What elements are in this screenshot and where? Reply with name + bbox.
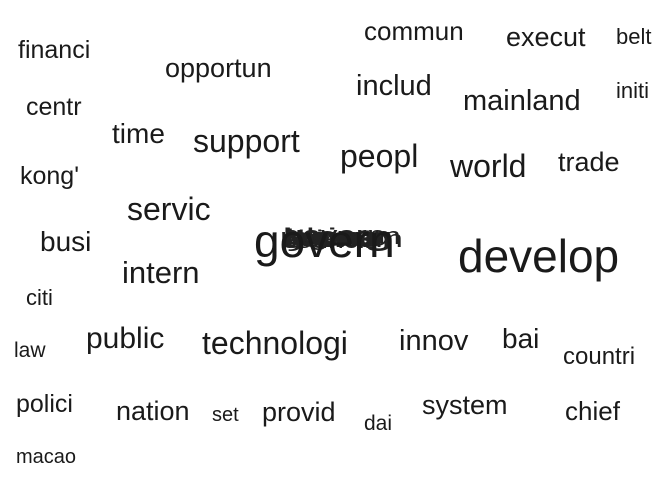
overlap-word: chines xyxy=(281,226,377,253)
word-countri: countri xyxy=(563,343,636,370)
word-dai: dai xyxy=(364,412,393,435)
word-mainland: mainland xyxy=(463,85,581,117)
word-nation: nation xyxy=(116,396,190,426)
overlap-word: region xyxy=(280,224,373,251)
overlap-word: econom xyxy=(285,226,403,253)
word-execut: execut xyxy=(506,22,586,52)
word-system: system xyxy=(422,390,508,420)
word-citi: citi xyxy=(26,285,53,310)
overlap-word: hong xyxy=(282,224,394,251)
word-centr: centr xyxy=(26,93,82,121)
overlap-word: year xyxy=(287,225,385,252)
overlapping-word-cluster: hong kong chines china econom econom region yea… xyxy=(280,222,403,254)
word-set: set xyxy=(212,404,239,426)
overlap-word: china xyxy=(286,224,382,251)
word-innov: innov xyxy=(399,325,469,357)
word-world: world xyxy=(450,148,527,184)
word-financi: financi xyxy=(18,36,91,64)
word-support: support xyxy=(193,123,300,159)
word-peopl: peopl xyxy=(340,138,419,174)
overlap-word: kong xyxy=(284,225,393,252)
word-technologi: technologi xyxy=(202,325,348,361)
word-includ: includ xyxy=(356,70,432,102)
word-belt: belt xyxy=(616,24,652,49)
overlap-word: govern xyxy=(284,222,386,249)
word-govern: govern xyxy=(254,215,395,267)
word-time: time xyxy=(112,118,165,149)
word-trade: trade xyxy=(558,147,620,177)
word-commun: commun xyxy=(364,16,464,46)
word-develop: develop xyxy=(458,230,620,282)
word-polici: polici xyxy=(16,390,73,418)
word-initi: initi xyxy=(616,78,650,103)
word-law: law xyxy=(14,339,46,362)
overlap-word: council xyxy=(282,227,371,254)
overlap-word: econom xyxy=(283,223,401,250)
word-kong: kong' xyxy=(20,162,79,190)
word-bai: bai xyxy=(502,323,540,354)
word-intern: intern xyxy=(122,255,200,290)
word-chief: chief xyxy=(565,396,620,426)
word-macao: macao xyxy=(16,446,77,468)
word-public: public xyxy=(86,322,165,355)
word-servic: servic xyxy=(127,191,211,227)
word-opportun: opportun xyxy=(165,53,272,83)
word-provid: provid xyxy=(262,397,336,427)
word-busi: busi xyxy=(40,226,92,257)
